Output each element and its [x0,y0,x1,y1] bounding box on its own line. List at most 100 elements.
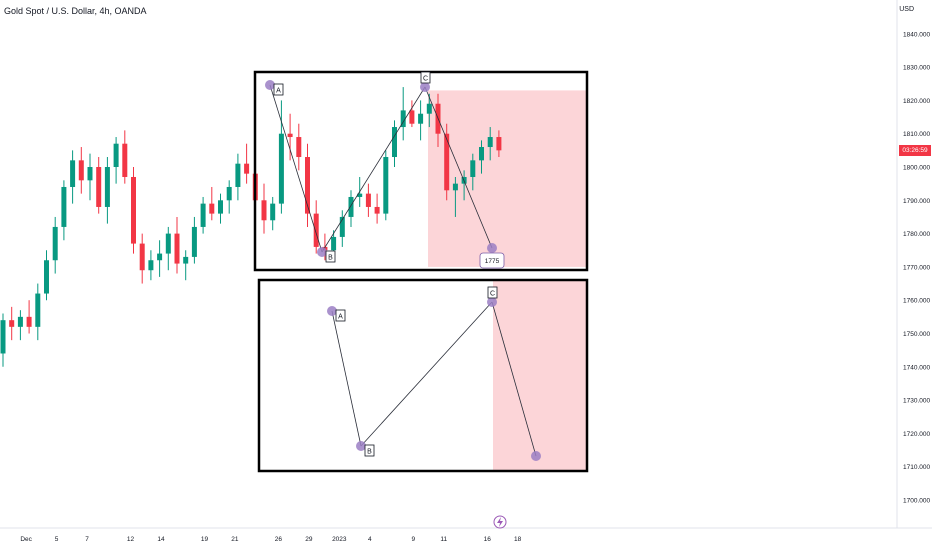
time-tick-label: 14 [157,536,165,543]
candle-body [470,160,476,177]
projection-1-wave-line [424,86,493,249]
time-tick-label: 7 [85,536,89,543]
projection-1-wave-label-box [325,250,336,263]
candle-body [35,293,41,327]
candle-body [200,203,206,227]
candle-body [218,200,223,214]
candle-body [418,113,424,124]
projection-2-wave-line [360,301,493,447]
projection-2-wave-label-box [364,444,375,457]
projection-1-wave-point [265,80,275,90]
time-tick-label: 26 [275,536,283,543]
candle-body [157,253,163,261]
candle-body [496,137,502,151]
price-tick-label: 1810.000 [903,131,930,138]
candle-body [52,226,58,261]
candle-body [278,133,284,204]
candle-body [96,167,102,207]
target-price-label: 1775 [485,258,500,265]
projection-2-wave-point [356,441,366,451]
price-tick-label: 1730.000 [903,398,930,405]
projection-2-wave-label-box [335,309,346,322]
lightning-icon-bolt [497,517,503,527]
projection-2-wave-label: A [338,314,343,321]
candle-body [383,157,389,214]
candle-body [409,110,415,124]
projection-1-wave-label: B [328,255,333,262]
candle-body [174,233,180,264]
projection-box-bottom [257,278,589,473]
chart-title: Gold Spot / U.S. Dollar, 4h, OANDA [4,6,147,16]
lightning-icon [493,515,507,529]
candle-body [70,160,76,187]
time-tick-label: 12 [127,536,135,543]
candle-body [313,213,319,247]
projection-2-wave-point [487,297,497,307]
candle-body [131,176,136,244]
time-tick-label: 21 [231,536,239,543]
candle-body [209,203,215,214]
price-tick-label: 1740.000 [903,364,930,371]
candle-body [296,137,302,158]
candle-body [226,186,232,201]
candle-body [400,110,406,128]
candle-body [148,260,154,271]
candle-body [261,200,267,221]
candle-body [479,147,484,161]
candle-body [487,137,493,148]
candle-body [331,236,337,251]
price-tick-label: 1700.000 [903,498,930,505]
candle-body [365,193,371,207]
candle-body [139,243,145,271]
projection-1-wave-label-box [420,71,431,84]
candle-body [113,143,119,167]
projection-2-wave-line [491,301,537,457]
candle-body [339,216,345,237]
projection-1-wave-point [420,82,430,92]
candle-body [78,160,84,181]
price-tick-label: 1830.000 [903,65,930,72]
candle-body [44,260,49,294]
projection-2-wave-line [331,310,362,447]
candle-body [191,226,197,257]
projection-1-wave-line [321,86,426,253]
currency-label: USD [899,6,914,13]
time-tick-label: 29 [305,536,313,543]
projection-1-wave-label-box [273,83,284,96]
price-tick-label: 1820.000 [903,98,930,105]
candle-body [305,157,310,214]
price-tick-label: 1760.000 [903,298,930,305]
target-zone-top [428,90,587,267]
candle-body [9,320,15,327]
price-tick-label: 1770.000 [903,264,930,271]
price-tick-label: 1780.000 [903,231,930,238]
candle-body [444,133,450,191]
price-tick-label: 1750.000 [903,331,930,338]
price-tick-label: 1710.000 [903,464,930,471]
time-tick-label: 11 [440,536,447,543]
candle-body [270,203,276,221]
candle-body [452,183,458,191]
candle-body [287,133,293,138]
candle-body [374,206,380,214]
candle-body [235,163,241,187]
target-zone-bottom [493,280,587,471]
time-tick-label: 18 [514,536,522,543]
time-tick-label: 2023 [332,536,347,543]
candle-body [87,167,93,181]
projection-1-wave-label: C [423,76,428,83]
candle-body [244,163,250,174]
projection-2-wave-label: B [367,449,372,456]
projection-2-wave-point [531,451,541,461]
price-tick-label: 1840.000 [903,31,930,38]
candle-body [183,256,189,264]
candle-body [61,186,67,227]
projection-1-wave-point [317,247,327,257]
current-price-tag: 03:26:59 [899,145,931,156]
candle-body [17,316,23,327]
projection-2-wave-label: C [490,291,495,298]
price-tick-label: 1720.000 [903,431,930,438]
candle-body [122,143,128,177]
